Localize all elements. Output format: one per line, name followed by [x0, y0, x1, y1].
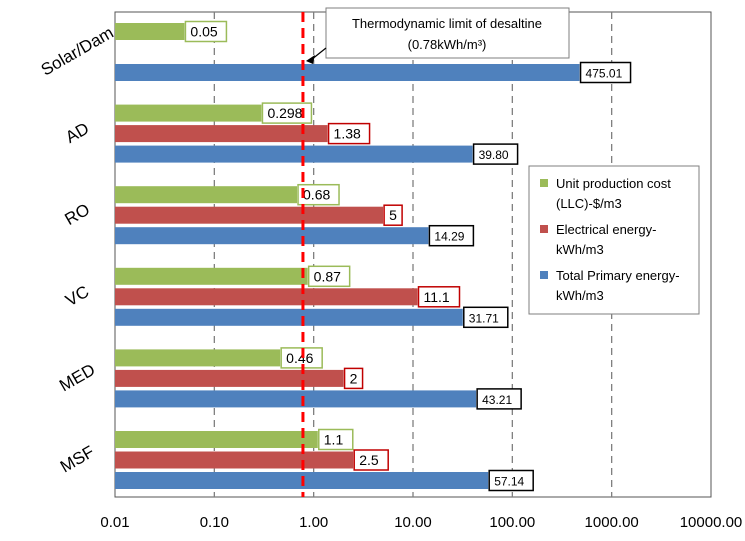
bar-vc-total-primary-energy-kwh-m3 [115, 308, 463, 326]
category-label-med: MED [56, 360, 98, 395]
data-label-ro-unit-production-cost-llc-m3: 0.68 [303, 187, 330, 203]
data-label-box-msf-electrical-energy-kwh-m3 [353, 449, 389, 471]
annotation-arrow-head [305, 55, 315, 64]
data-label-vc-unit-production-cost-llc-m3: 0.87 [314, 268, 341, 284]
category-label-solar-dam: Solar/Dam [38, 23, 117, 80]
x-tick-label-10-00: 10.00 [394, 514, 432, 531]
data-label-box-ro-unit-production-cost-llc-m3 [297, 183, 340, 206]
legend-text-total-primary-energy-kwh-m3-0: Total Primary energy- [556, 268, 680, 283]
data-label-solar-dam-total-primary-energy-kwh-m3: 475.01 [586, 67, 623, 81]
x-axis-tick-labels: 0.01 0.10 1.00 10.00 100.00 1000.00 10000.00 [100, 514, 742, 531]
bar-med-electrical-energy-kwh-m3 [115, 369, 344, 387]
bar-ro-electrical-energy-kwh-m3 [115, 206, 384, 224]
bar-solar-dam-total-primary-energy-kwh-m3 [115, 64, 580, 81]
legend-text-unit-production-cost-llc-m3-1: (LLC)-$/m3 [556, 196, 622, 211]
annotation-line-2: (0.78kWh/m³) [408, 37, 487, 52]
bar-ad-unit-production-cost-llc-m3 [115, 104, 262, 122]
bar-vc-unit-production-cost-llc-m3 [115, 267, 308, 285]
data-label-ad-unit-production-cost-llc-m3: 0.298 [267, 105, 302, 121]
category-label-ro: RO [61, 200, 93, 229]
reference-line-group: Thermodynamic limit of desaltine (0.78kWh… [301, 7, 570, 497]
data-label-box-vc-total-primary-energy-kwh-m3 [463, 306, 509, 329]
x-tick-label-0-01: 0.01 [100, 514, 129, 531]
data-label-ro-total-primary-energy-kwh-m3: 14.29 [434, 230, 464, 244]
data-label-box-vc-unit-production-cost-llc-m3 [307, 265, 351, 288]
data-label-med-electrical-energy-kwh-m3: 2 [350, 370, 358, 386]
bar-vc-electrical-energy-kwh-m3 [115, 288, 418, 306]
data-label-box-solar-dam-unit-production-cost-llc-m3 [184, 20, 228, 43]
data-label-box-ad-electrical-energy-kwh-m3 [327, 122, 371, 145]
bar-series: 0.05 475.01 0.298 1.38 39.80 0.68 5 14.29 0.87 11… [115, 20, 632, 492]
bar-msf-electrical-energy-kwh-m3 [115, 451, 354, 469]
legend-swatch-total-primary-energy-kwh-m3 [540, 271, 548, 279]
bar-msf-unit-production-cost-llc-m3 [115, 431, 318, 448]
data-label-med-total-primary-energy-kwh-m3: 43.21 [482, 393, 512, 407]
data-label-box-ad-total-primary-energy-kwh-m3 [472, 143, 519, 165]
data-label-vc-total-primary-energy-kwh-m3: 31.71 [469, 311, 499, 325]
category-label-ad: AD [62, 119, 92, 147]
data-label-box-msf-total-primary-energy-kwh-m3 [488, 469, 534, 492]
data-label-box-med-electrical-energy-kwh-m3 [343, 367, 364, 390]
x-tick-label-0-10: 0.10 [200, 514, 229, 531]
legend-text-unit-production-cost-llc-m3-0: Unit production cost [556, 176, 671, 191]
data-label-ad-electrical-energy-kwh-m3: 1.38 [334, 126, 361, 142]
data-label-box-ad-unit-production-cost-llc-m3 [261, 102, 313, 124]
data-label-ad-total-primary-energy-kwh-m3: 39.80 [479, 148, 509, 162]
data-label-med-unit-production-cost-llc-m3: 0.46 [286, 350, 313, 366]
legend-text-electrical-energy-kwh-m3-1: kWh/m3 [556, 242, 604, 257]
data-label-box-med-total-primary-energy-kwh-m3 [476, 388, 522, 410]
x-tick-label-1000-00: 1000.00 [585, 514, 639, 531]
bar-ro-unit-production-cost-llc-m3 [115, 186, 298, 204]
legend-swatch-electrical-energy-kwh-m3 [540, 225, 548, 233]
data-label-msf-electrical-energy-kwh-m3: 2.5 [359, 452, 379, 468]
data-label-msf-total-primary-energy-kwh-m3: 57.14 [494, 475, 524, 489]
category-label-vc: VC [62, 282, 92, 310]
data-label-box-ro-electrical-energy-kwh-m3 [383, 204, 403, 226]
legend: Unit production cost (LLC)-$/m3 Electrical… [528, 165, 700, 315]
x-tick-label-100-00: 100.00 [489, 514, 535, 531]
annotation-box [325, 7, 570, 59]
x-tick-label-10000-00: 10000.00 [680, 514, 743, 531]
bar-solar-dam-unit-production-cost-llc-m3 [115, 23, 185, 40]
data-label-box-ro-total-primary-energy-kwh-m3 [428, 224, 475, 247]
data-label-vc-electrical-energy-kwh-m3: 11.1 [424, 289, 450, 305]
bar-ro-total-primary-energy-kwh-m3 [115, 227, 429, 245]
legend-box [528, 165, 700, 315]
x-tick-label-1-00: 1.00 [299, 514, 328, 531]
data-label-box-msf-unit-production-cost-llc-m3 [318, 428, 354, 451]
data-label-box-solar-dam-total-primary-energy-kwh-m3 [579, 61, 632, 84]
data-label-box-vc-electrical-energy-kwh-m3 [417, 286, 461, 308]
y-axis-category-labels: Solar/Dam AD RO VC MED MSF [38, 23, 117, 477]
bar-med-unit-production-cost-llc-m3 [115, 349, 281, 367]
data-label-ro-electrical-energy-kwh-m3: 5 [389, 207, 397, 223]
data-label-solar-dam-unit-production-cost-llc-m3: 0.05 [190, 24, 217, 40]
bar-med-total-primary-energy-kwh-m3 [115, 390, 477, 408]
category-label-msf: MSF [57, 442, 98, 476]
legend-text-total-primary-energy-kwh-m3-1: kWh/m3 [556, 288, 604, 303]
annotation-line-1: Thermodynamic limit of desaltine [352, 16, 542, 31]
bar-ad-electrical-energy-kwh-m3 [115, 125, 328, 143]
legend-text-electrical-energy-kwh-m3-0: Electrical energy- [556, 222, 656, 237]
legend-swatch-unit-production-cost-llc-m3 [540, 179, 548, 187]
bar-ad-total-primary-energy-kwh-m3 [115, 145, 473, 163]
data-label-msf-unit-production-cost-llc-m3: 1.1 [324, 432, 344, 448]
